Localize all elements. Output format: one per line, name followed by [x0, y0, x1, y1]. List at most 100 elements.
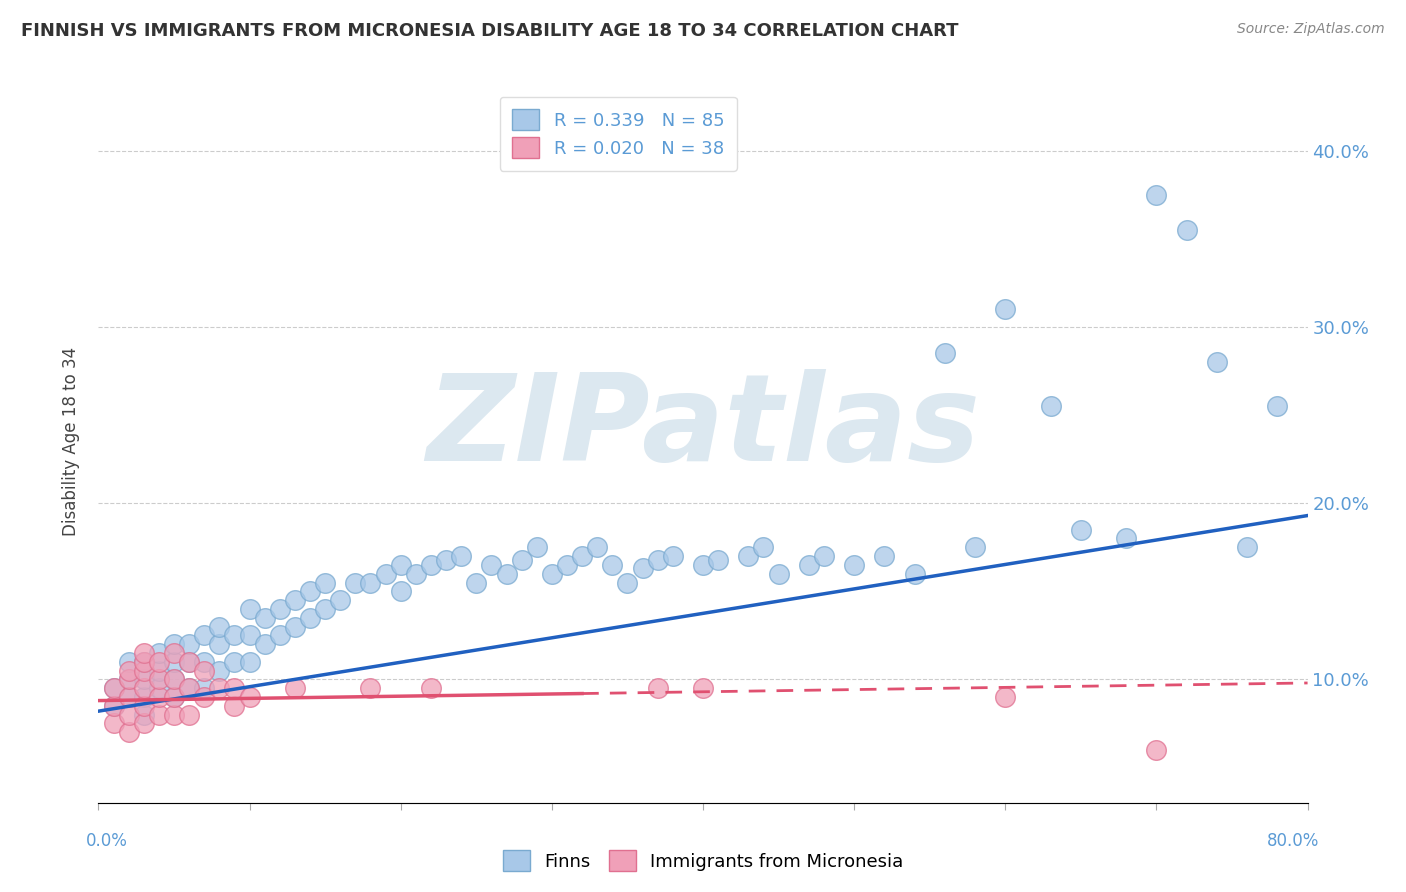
Point	[465, 575, 488, 590]
Point	[118, 725, 141, 739]
Text: 80.0%: 80.0%	[1267, 832, 1320, 850]
Point	[661, 549, 683, 563]
Y-axis label: Disability Age 18 to 34: Disability Age 18 to 34	[62, 347, 80, 536]
Point	[132, 646, 155, 660]
Point	[163, 690, 186, 704]
Point	[692, 681, 714, 696]
Point	[103, 698, 125, 713]
Point	[616, 575, 638, 590]
Text: FINNISH VS IMMIGRANTS FROM MICRONESIA DISABILITY AGE 18 TO 34 CORRELATION CHART: FINNISH VS IMMIGRANTS FROM MICRONESIA DI…	[21, 22, 959, 40]
Point	[329, 593, 352, 607]
Point	[994, 302, 1017, 317]
Point	[374, 566, 396, 581]
Point	[163, 673, 186, 687]
Point	[118, 664, 141, 678]
Point	[118, 655, 141, 669]
Point	[118, 673, 141, 687]
Point	[148, 655, 170, 669]
Point	[193, 655, 215, 669]
Point	[148, 681, 170, 696]
Point	[163, 655, 186, 669]
Legend: R = 0.339   N = 85, R = 0.020   N = 38: R = 0.339 N = 85, R = 0.020 N = 38	[499, 96, 737, 170]
Text: Source: ZipAtlas.com: Source: ZipAtlas.com	[1237, 22, 1385, 37]
Point	[269, 628, 291, 642]
Point	[707, 552, 730, 566]
Point	[179, 655, 201, 669]
Point	[631, 561, 654, 575]
Point	[344, 575, 367, 590]
Point	[873, 549, 896, 563]
Point	[586, 541, 609, 555]
Point	[193, 690, 215, 704]
Text: ZIPatlas: ZIPatlas	[426, 368, 980, 485]
Point	[208, 619, 231, 633]
Point	[103, 716, 125, 731]
Point	[132, 698, 155, 713]
Point	[647, 681, 669, 696]
Point	[737, 549, 759, 563]
Point	[103, 681, 125, 696]
Point	[555, 558, 578, 572]
Point	[1144, 187, 1167, 202]
Point	[118, 690, 141, 704]
Point	[405, 566, 427, 581]
Point	[813, 549, 835, 563]
Point	[797, 558, 820, 572]
Point	[1115, 532, 1137, 546]
Point	[284, 619, 307, 633]
Point	[132, 673, 155, 687]
Point	[179, 655, 201, 669]
Point	[1267, 399, 1289, 413]
Point	[965, 541, 987, 555]
Point	[118, 690, 141, 704]
Point	[148, 646, 170, 660]
Point	[132, 681, 155, 696]
Point	[239, 655, 262, 669]
Point	[1070, 523, 1092, 537]
Point	[481, 558, 503, 572]
Point	[179, 637, 201, 651]
Point	[647, 552, 669, 566]
Point	[269, 602, 291, 616]
Point	[239, 690, 262, 704]
Point	[1206, 355, 1229, 369]
Point	[253, 637, 276, 651]
Point	[103, 681, 125, 696]
Point	[994, 690, 1017, 704]
Point	[163, 673, 186, 687]
Point	[692, 558, 714, 572]
Point	[148, 690, 170, 704]
Point	[208, 637, 231, 651]
Text: 0.0%: 0.0%	[86, 832, 128, 850]
Point	[752, 541, 775, 555]
Point	[148, 707, 170, 722]
Point	[224, 698, 246, 713]
Point	[179, 681, 201, 696]
Point	[253, 611, 276, 625]
Point	[360, 575, 382, 590]
Point	[526, 541, 548, 555]
Point	[934, 346, 956, 360]
Point	[239, 602, 262, 616]
Point	[132, 664, 155, 678]
Point	[314, 602, 336, 616]
Point	[224, 628, 246, 642]
Point	[420, 558, 443, 572]
Point	[208, 681, 231, 696]
Point	[193, 681, 215, 696]
Point	[510, 552, 533, 566]
Point	[224, 655, 246, 669]
Point	[179, 707, 201, 722]
Point	[602, 558, 624, 572]
Point	[1175, 223, 1198, 237]
Point	[193, 628, 215, 642]
Point	[179, 681, 201, 696]
Point	[768, 566, 790, 581]
Point	[239, 628, 262, 642]
Point	[1236, 541, 1258, 555]
Point	[224, 681, 246, 696]
Legend: Finns, Immigrants from Micronesia: Finns, Immigrants from Micronesia	[495, 843, 911, 879]
Point	[132, 716, 155, 731]
Point	[163, 646, 186, 660]
Point	[844, 558, 866, 572]
